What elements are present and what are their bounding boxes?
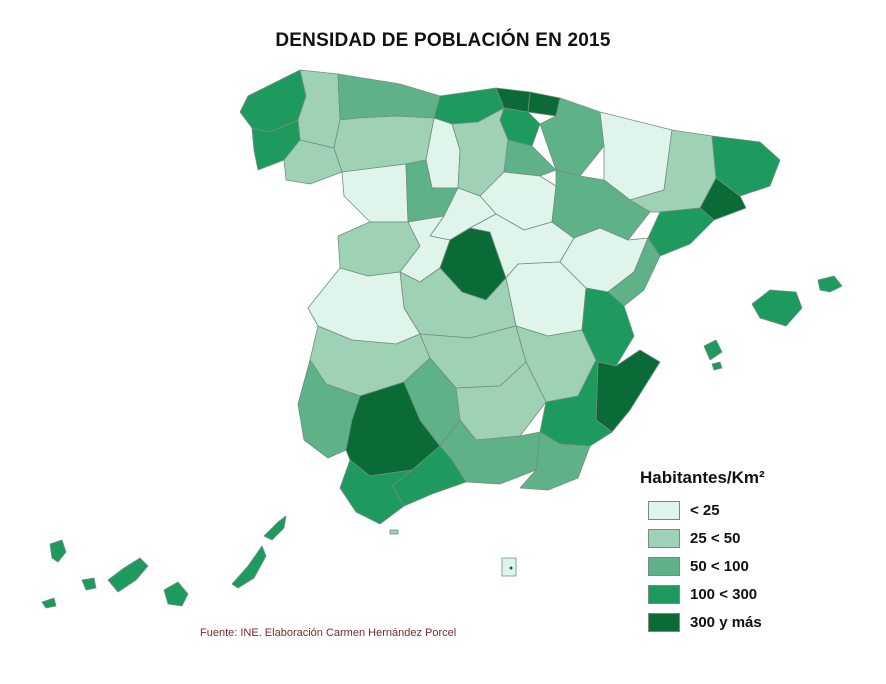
province-asturias <box>337 73 441 121</box>
island-el-hierro <box>41 597 57 609</box>
legend-label: 100 < 300 <box>690 585 758 603</box>
legend-title: Habitantes/Km² <box>640 468 765 487</box>
island-la-palma <box>49 539 67 563</box>
legend-item: 300 y más <box>648 610 765 634</box>
legend-label: 25 < 50 <box>690 529 741 547</box>
legend: Habitantes/Km² < 25 25 < 50 50 < 100 100… <box>640 468 765 638</box>
melilla-inset <box>501 557 517 577</box>
island-mallorca <box>751 289 803 327</box>
legend-swatch <box>648 500 680 520</box>
legend-swatch <box>648 556 680 576</box>
province-barcelona <box>699 177 747 221</box>
province-cadiz <box>339 459 413 525</box>
legend-item: 100 < 300 <box>648 582 765 606</box>
province-zamora <box>341 163 409 223</box>
legend-label: 50 < 100 <box>690 557 749 575</box>
island-menorca <box>817 275 843 293</box>
province-tarragona <box>647 207 715 257</box>
island-ibiza <box>703 339 723 361</box>
island-fuerteventura <box>231 545 267 589</box>
legend-swatch <box>648 584 680 604</box>
island-la-gomera <box>81 577 97 591</box>
island-formentera <box>711 361 723 371</box>
source-note: Fuente: INE. Elaboración Carmen Hernánde… <box>200 627 457 639</box>
province-la-rioja <box>503 139 557 177</box>
province-navarra <box>539 97 605 177</box>
province-gipuzkoa <box>527 91 561 117</box>
ceuta <box>389 529 399 535</box>
province-almeria <box>519 431 591 491</box>
island-tenerife <box>107 557 149 593</box>
melilla-marker <box>509 566 513 570</box>
province-lugo <box>297 69 341 149</box>
legend-label: 300 y más <box>690 613 762 631</box>
island-lanzarote <box>263 515 287 541</box>
legend-item: 50 < 100 <box>648 554 765 578</box>
legend-item: 25 < 50 <box>648 526 765 550</box>
legend-label: < 25 <box>690 501 720 519</box>
island-gran-canaria <box>163 581 189 607</box>
legend-swatch <box>648 612 680 632</box>
legend-item: < 25 <box>648 498 765 522</box>
legend-swatch <box>648 528 680 548</box>
map-title: DENSIDAD DE POBLACIÓN EN 2015 <box>275 30 611 51</box>
